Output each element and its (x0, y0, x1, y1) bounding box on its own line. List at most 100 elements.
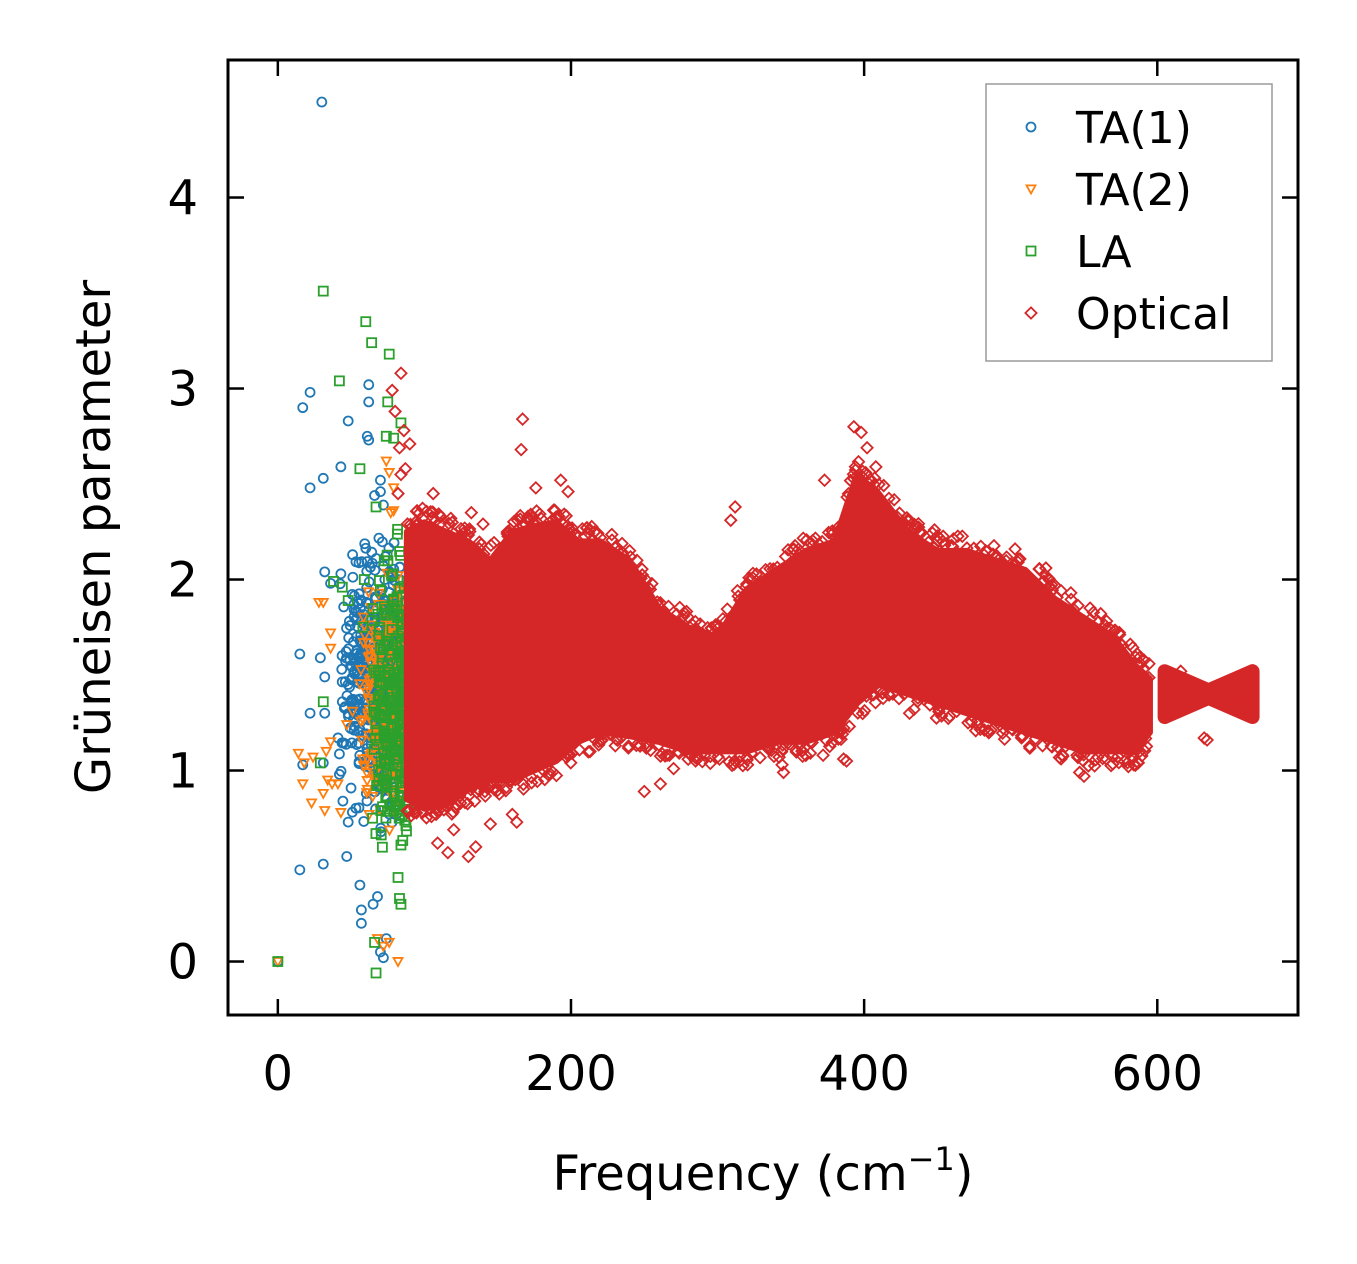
point-optical (1162, 668, 1176, 682)
point-optical (1142, 670, 1156, 685)
point-optical (949, 704, 964, 719)
point-optical (881, 687, 896, 702)
point-la (376, 710, 387, 722)
point-ta-2 (366, 791, 379, 803)
point-la (391, 746, 403, 758)
point-optical (666, 761, 681, 776)
point-ta-1 (336, 696, 348, 708)
point-optical (689, 622, 704, 637)
point-ta-1 (297, 759, 309, 771)
point-ta-1 (335, 568, 347, 580)
point-optical (978, 543, 993, 558)
x-tick-label: 600 (1111, 1046, 1203, 1102)
point-la (368, 743, 380, 755)
point-ta-2 (324, 628, 337, 640)
point-ta-1 (363, 379, 375, 391)
point-optical (504, 773, 519, 788)
point-ta-1 (363, 396, 375, 408)
point-ta-2 (318, 806, 331, 817)
point-optical (923, 683, 937, 698)
point-optical (553, 473, 568, 488)
point-optical (923, 698, 937, 712)
point-optical (593, 530, 608, 545)
point-optical (476, 517, 490, 532)
point-optical (704, 621, 719, 636)
point-optical (1111, 755, 1126, 770)
point-la (358, 574, 370, 585)
point-optical (902, 706, 917, 721)
point-optical (723, 513, 738, 528)
point-optical (697, 748, 712, 763)
point-la (380, 679, 392, 691)
point-optical (537, 772, 552, 787)
y-tick-label: 1 (167, 744, 198, 800)
point-optical (1071, 598, 1085, 613)
point-la (370, 967, 382, 979)
point-ta-1 (343, 615, 355, 627)
point-la (388, 805, 400, 816)
point-optical (1035, 738, 1050, 753)
point-la (388, 711, 399, 722)
point-optical (426, 486, 441, 501)
point-la (371, 780, 382, 791)
point-optical (561, 521, 576, 536)
point-ta-1 (376, 536, 388, 548)
point-optical (796, 531, 811, 546)
legend-marker-la (1025, 245, 1037, 257)
point-optical (977, 723, 992, 737)
point-optical (392, 440, 407, 455)
point-ta-1 (337, 795, 349, 807)
point-optical (868, 459, 883, 474)
point-optical (825, 524, 840, 538)
point-optical (1038, 561, 1053, 575)
point-optical (960, 541, 974, 555)
point-la (360, 316, 372, 328)
point-optical (610, 733, 625, 748)
point-optical (819, 733, 834, 748)
point-optical (1066, 602, 1081, 617)
point-ta-1 (334, 748, 345, 760)
point-optical (841, 486, 856, 501)
point-ta-1 (340, 738, 352, 750)
point-optical (859, 689, 874, 704)
point-ta-1 (348, 604, 360, 616)
point-ta-2 (357, 612, 370, 624)
point-optical (1139, 739, 1154, 754)
point-ta-1 (336, 663, 348, 675)
point-ta-1 (347, 693, 359, 705)
point-optical (630, 553, 644, 568)
point-optical (524, 770, 539, 785)
point-la (380, 790, 392, 802)
point-optical (396, 423, 411, 438)
point-optical (1071, 750, 1085, 765)
point-optical (830, 724, 845, 739)
point-optical (910, 687, 924, 702)
point-optical (468, 840, 483, 854)
point-optical (688, 614, 703, 629)
point-optical (1041, 571, 1056, 586)
point-optical (1121, 759, 1136, 774)
point-ta-1 (347, 571, 359, 583)
point-ta-2 (360, 768, 373, 780)
point-optical (776, 765, 791, 780)
point-optical (524, 775, 539, 790)
x-tick-label: 400 (818, 1046, 910, 1102)
y-tick-label: 0 (167, 935, 198, 991)
point-optical (528, 480, 543, 495)
point-optical (996, 721, 1011, 736)
point-optical (562, 526, 577, 541)
point-optical (653, 776, 668, 791)
point-la (380, 609, 392, 621)
series-optical (385, 366, 1260, 864)
point-la (376, 841, 388, 853)
point-optical (584, 519, 599, 534)
point-ta-1 (341, 851, 353, 862)
point-ta-1 (316, 96, 328, 108)
point-optical (746, 571, 760, 585)
point-optical (831, 520, 846, 535)
legend-marker-ta-1 (1025, 121, 1037, 133)
point-optical (932, 702, 946, 717)
point-optical (444, 807, 459, 821)
legend-marker-optical (1024, 306, 1038, 320)
point-la (371, 724, 383, 736)
